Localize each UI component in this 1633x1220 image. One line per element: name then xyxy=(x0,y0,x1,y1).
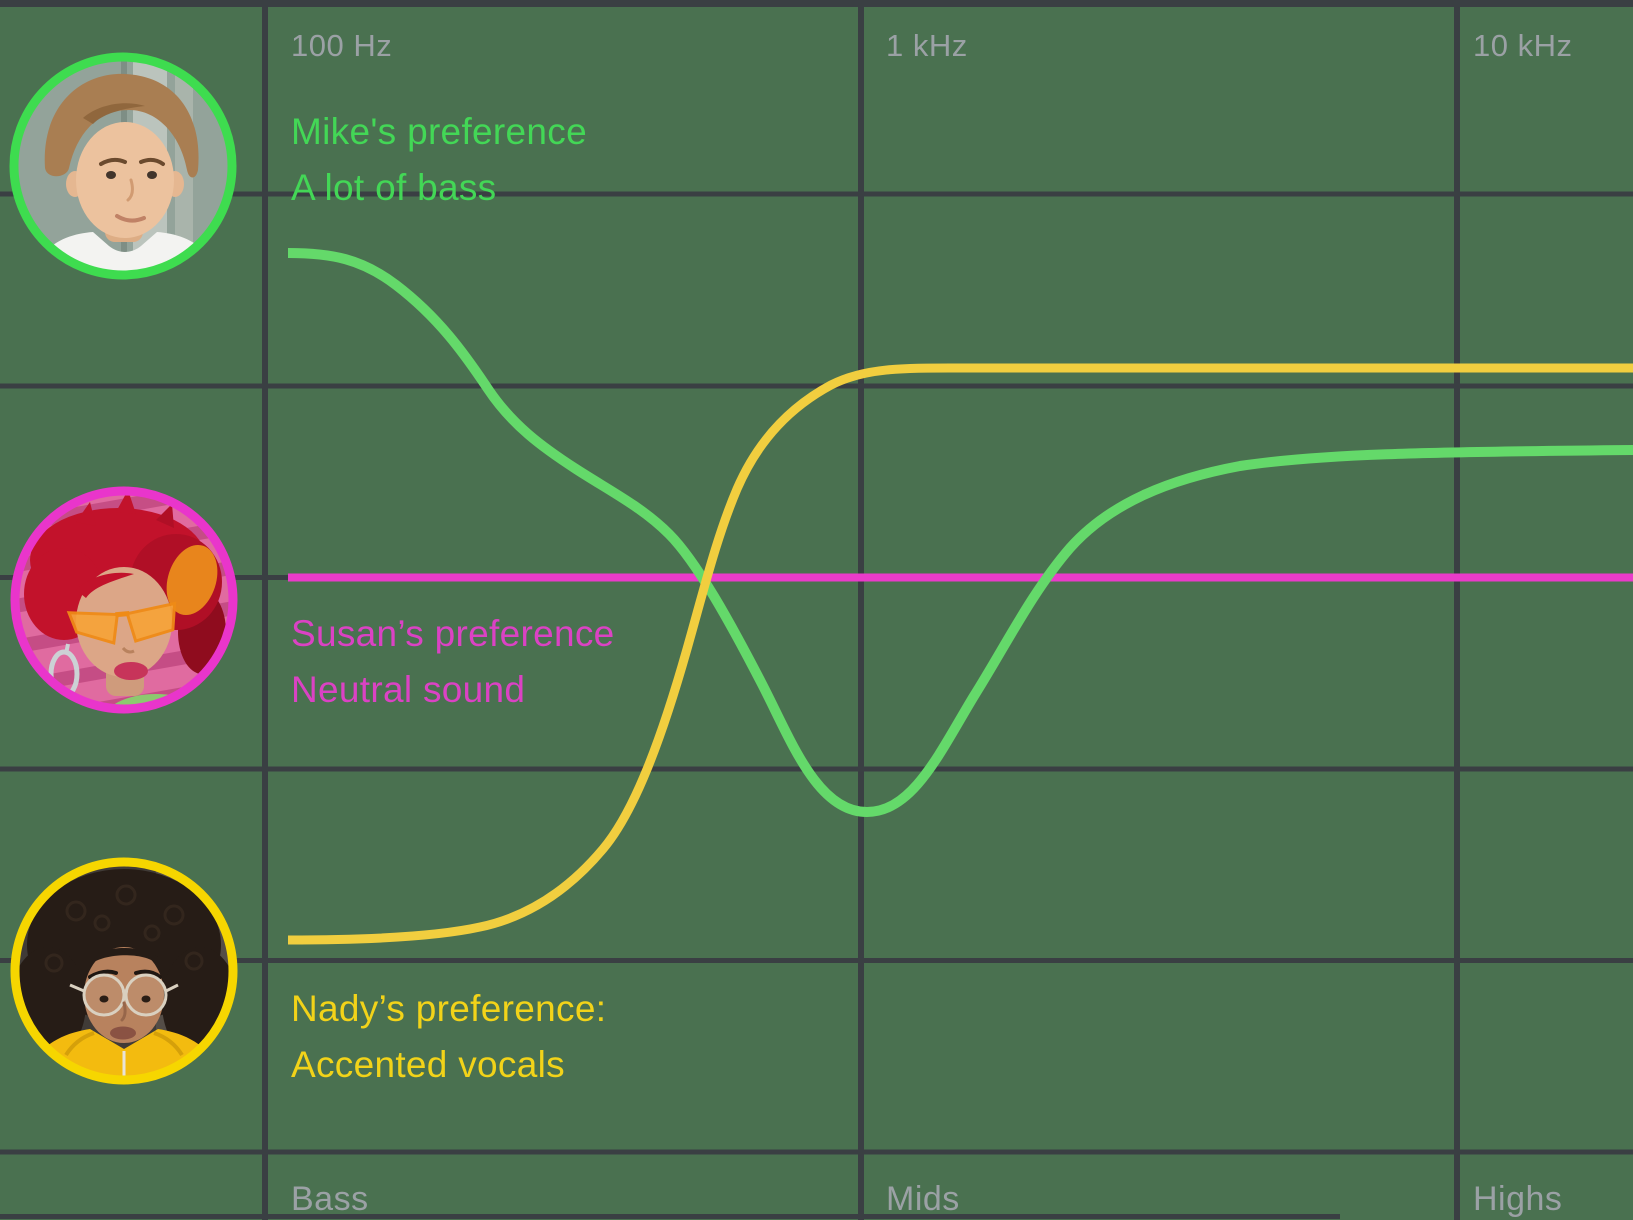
axis-tick-10khz: 10 kHz xyxy=(1473,28,1573,63)
curve-mike-bass xyxy=(287,248,1633,818)
avatar-susan-photo xyxy=(19,495,229,705)
caption-nady: Nady’s preference: Accented vocals xyxy=(291,981,606,1093)
avatar-mike-photo xyxy=(18,61,228,271)
band-label-bass: Bass xyxy=(291,1180,369,1218)
caption-mike-line1: Mike's preference xyxy=(291,111,587,152)
avatar-mike-ring xyxy=(9,52,237,280)
avatar-nady-ring xyxy=(10,857,238,1085)
caption-nady-line2: Accented vocals xyxy=(291,1044,565,1085)
avatar-susan-ring xyxy=(10,486,238,714)
avatar-nady xyxy=(10,857,238,1085)
band-label-mids: Mids xyxy=(886,1180,960,1218)
caption-mike: Mike's preference A lot of bass xyxy=(291,104,587,216)
curve-nady-vocals xyxy=(287,363,1633,945)
glasses xyxy=(69,973,179,1017)
caption-susan-line1: Susan’s preference xyxy=(291,613,615,654)
eq-curves xyxy=(287,248,1633,945)
sunglasses xyxy=(66,601,177,645)
axis-tick-100hz: 100 Hz xyxy=(291,28,393,63)
band-label-highs: Highs xyxy=(1473,1180,1563,1218)
axis-tick-1khz: 1 kHz xyxy=(886,28,968,63)
avatar-susan xyxy=(10,486,238,714)
caption-susan-line2: Neutral sound xyxy=(291,669,526,710)
caption-nady-line1: Nady’s preference: xyxy=(291,988,607,1029)
caption-mike-line2: A lot of bass xyxy=(291,167,497,208)
caption-susan: Susan’s preference Neutral sound xyxy=(291,606,615,718)
avatar-mike xyxy=(9,52,237,280)
avatar-nady-photo xyxy=(19,866,229,1076)
